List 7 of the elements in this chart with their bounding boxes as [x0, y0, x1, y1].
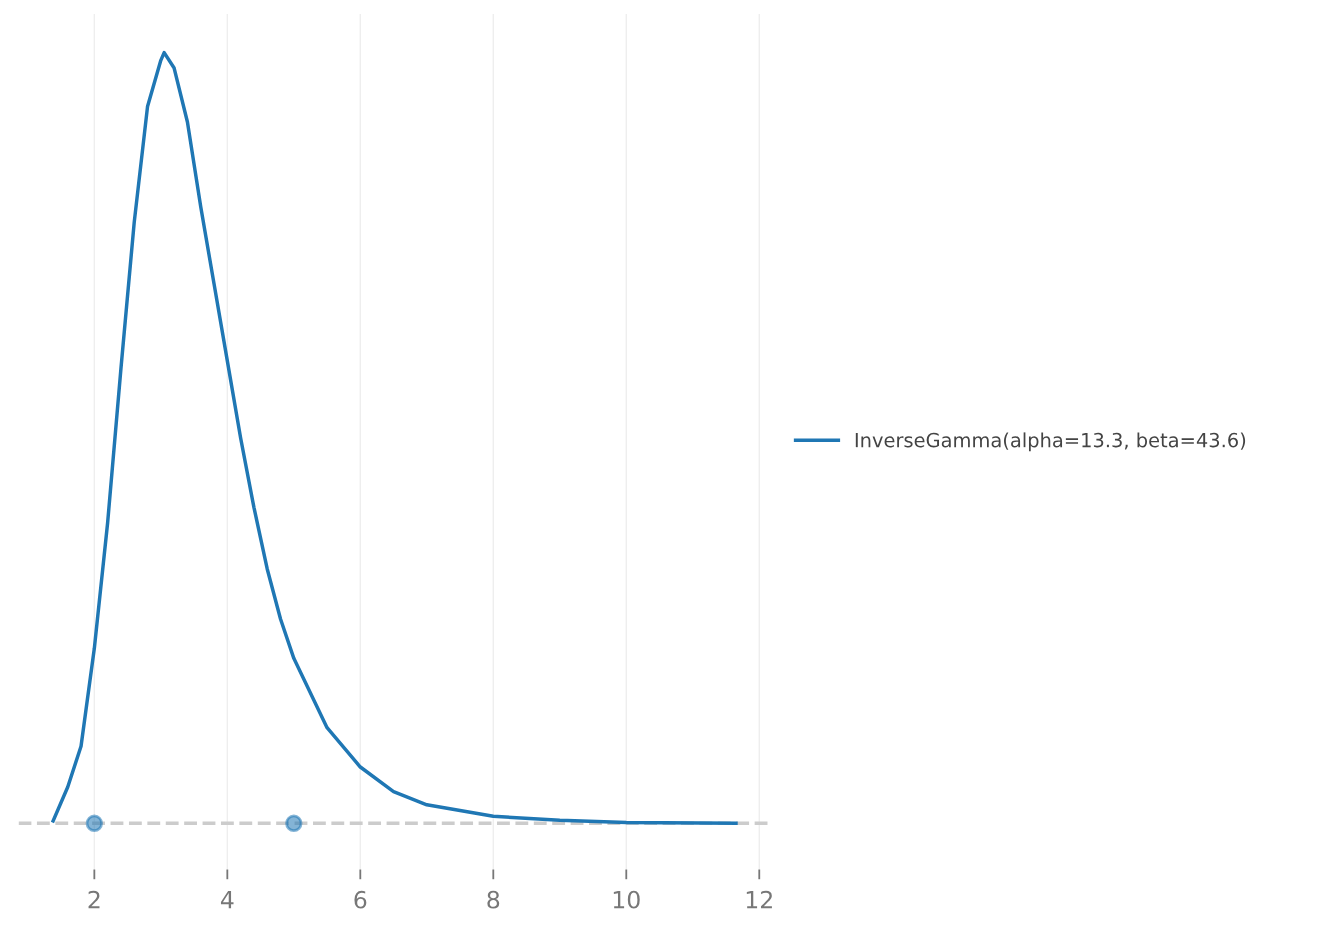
legend-label: InverseGamma(alpha=13.3, beta=43.6)	[855, 432, 1246, 452]
x-tick-label: 8	[487, 890, 500, 909]
x-tick-label: 4	[220, 891, 234, 909]
x-tick-label: 10	[613, 890, 640, 909]
x-tick-label: 12	[746, 890, 772, 909]
x-tick-label: 6	[354, 890, 367, 909]
x-tick-label: 2	[88, 890, 100, 909]
